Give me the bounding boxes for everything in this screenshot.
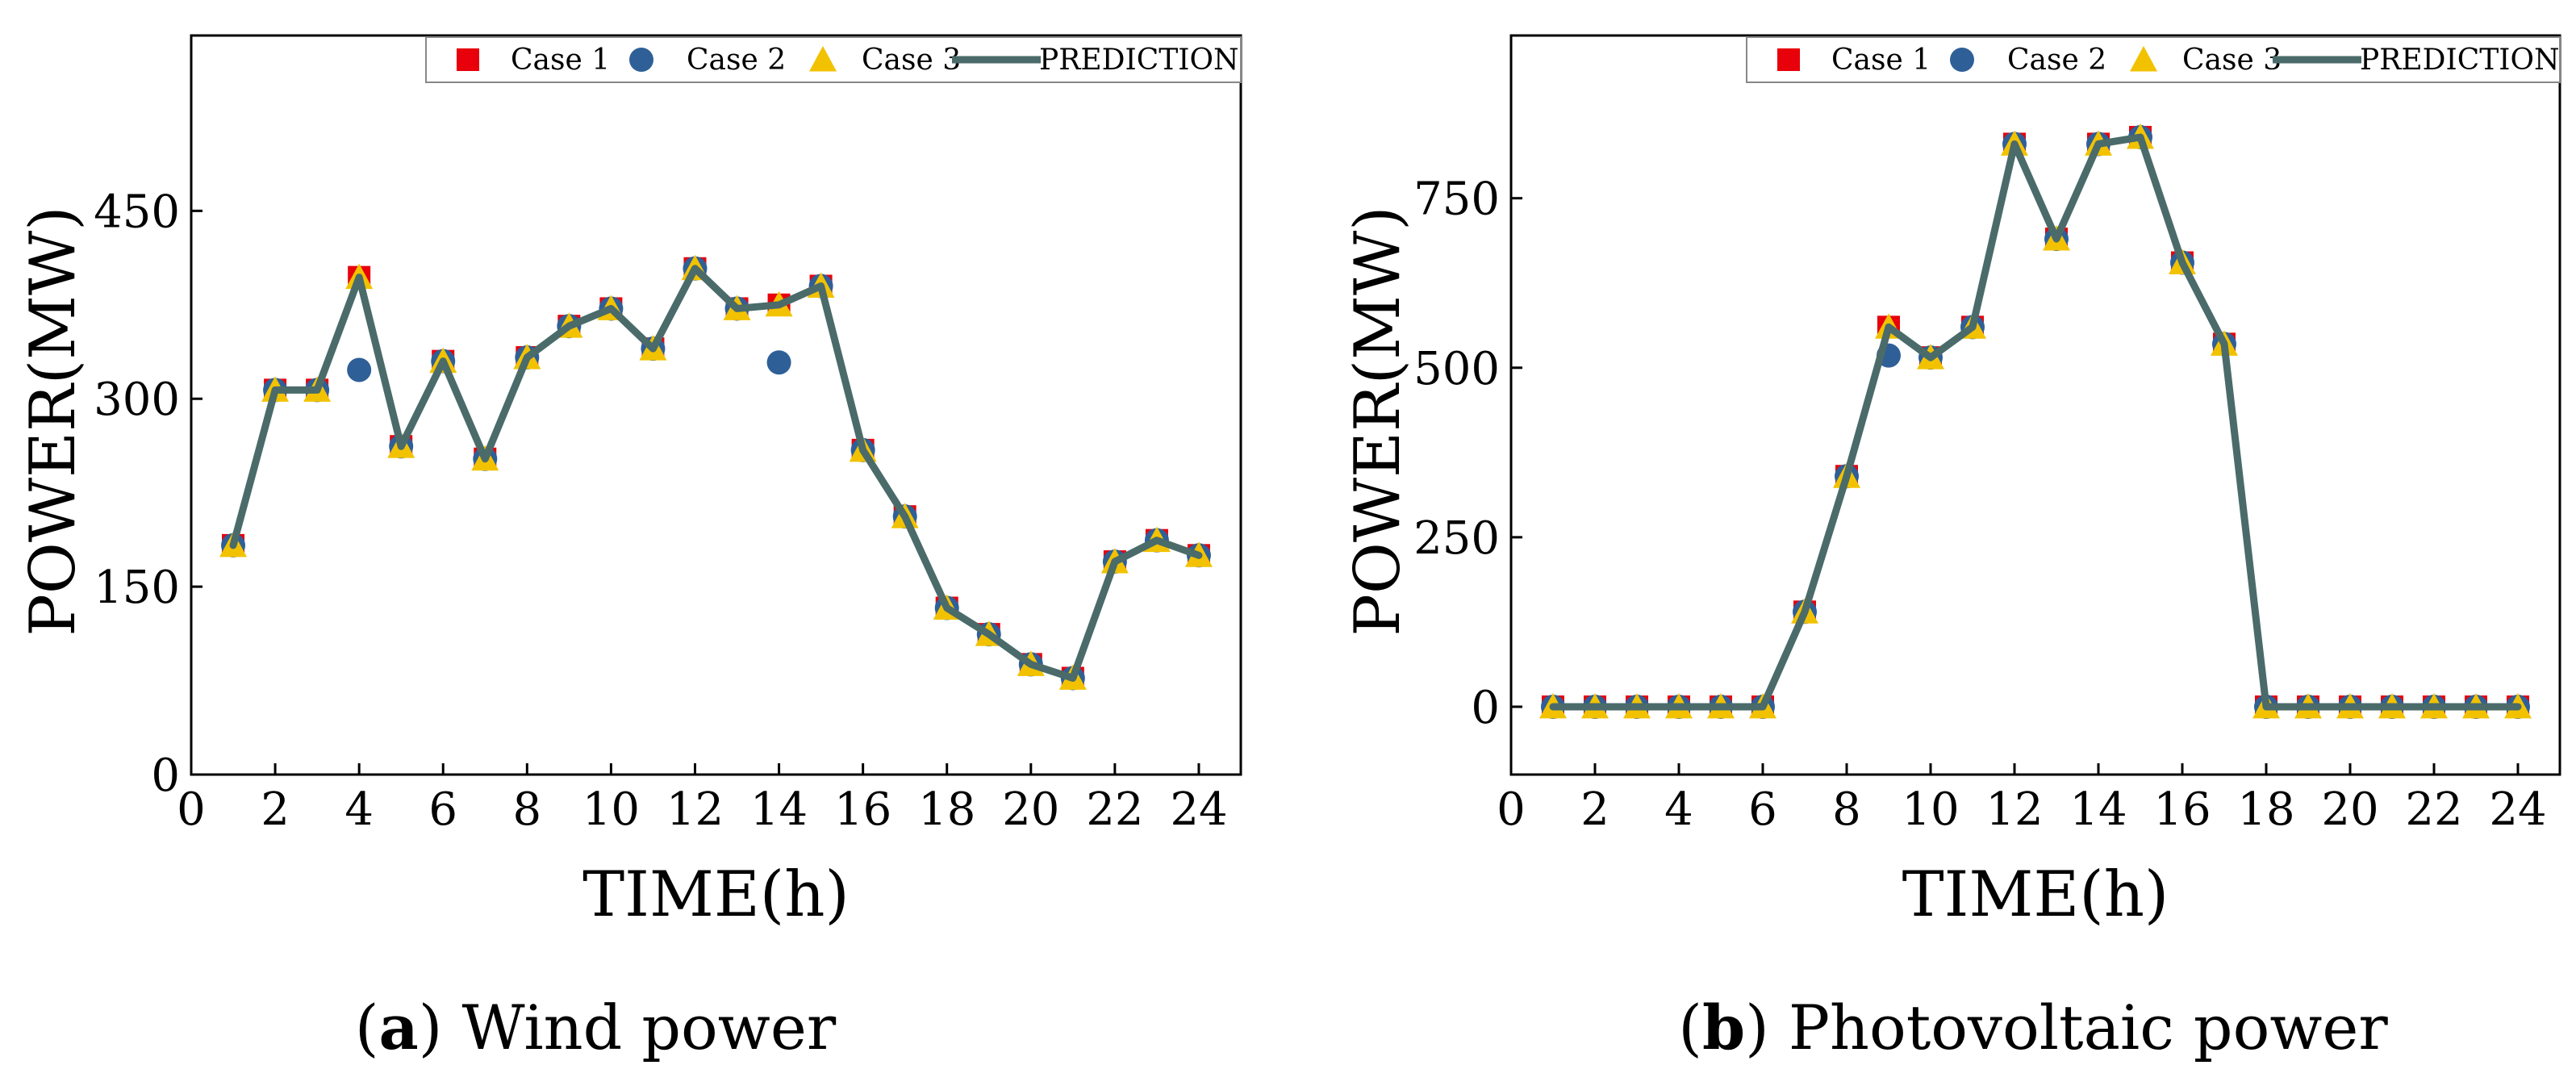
x-axis-label: TIME(h) (582, 858, 850, 931)
x-axis-label: TIME(h) (1902, 858, 2169, 931)
y-tick-label: 0 (151, 750, 180, 802)
legend-label-case3: Case 3 (2182, 44, 2282, 77)
series-case-1 (1542, 126, 2529, 718)
x-tick-label: 24 (2489, 783, 2546, 836)
x-tick-label: 0 (1497, 783, 1526, 836)
legend-label-case2: Case 2 (2007, 44, 2106, 77)
legend: Case 1 Case 2 Case 3 PREDICTION (425, 36, 1242, 83)
x-tick-label: 20 (2321, 783, 2378, 836)
chart-b: 0 2 4 6 8 10 12 14 16 18 20 22 240250500750TIME(h)PO… (1342, 34, 2561, 1063)
x-tick-label: 6 (428, 783, 457, 836)
y-tick-label: 500 (1413, 343, 1500, 395)
caption: (a) Wind power (355, 992, 837, 1063)
x-tick-label: 10 (1902, 783, 1959, 836)
x-tick-label: 14 (2069, 783, 2127, 836)
series-case-3 (1539, 123, 2532, 719)
caption: (b) Photovoltaic power (1678, 992, 2388, 1063)
legend-marker-case2 (1950, 48, 1974, 72)
x-tick-label: 16 (834, 783, 891, 836)
x-tick-label: 24 (1170, 783, 1227, 836)
chart-a: 0 2 4 6 8 10 12 14 16 18 20 22 240150300450TIME(h)PO… (17, 34, 1242, 1063)
legend-marker-case3 (809, 46, 837, 72)
x-tick-label: 22 (1086, 783, 1143, 836)
x-tick-label: 4 (344, 783, 374, 836)
legend-marker-case1 (1777, 48, 1800, 71)
x-tick-label: 2 (1580, 783, 1609, 836)
legend-label-case3: Case 3 (862, 44, 961, 77)
legend-box (425, 36, 1242, 83)
data-point (766, 350, 791, 375)
y-tick-label: 450 (94, 186, 180, 238)
x-tick-label: 12 (666, 783, 724, 836)
legend-marker-case2 (629, 48, 653, 72)
x-tick-label: 12 (1985, 783, 2043, 836)
legend: Case 1 Case 2 Case 3 PREDICTION (1746, 36, 2561, 83)
x-tick-label: 22 (2405, 783, 2462, 836)
legend-marker-case1 (457, 48, 479, 71)
plot-frame (1509, 34, 2561, 776)
y-tick-label: 750 (1413, 173, 1500, 226)
x-tick-label: 18 (918, 783, 975, 836)
x-tick-label: 10 (582, 783, 640, 836)
prediction-line (1549, 133, 2522, 711)
x-tick-label: 20 (1002, 783, 1059, 836)
x-tick-label: 18 (2237, 783, 2294, 836)
y-tick-label: 250 (1413, 512, 1500, 565)
data-point (347, 357, 372, 382)
caption-letter: b (1702, 992, 1745, 1063)
plot-frame (190, 34, 1242, 776)
x-tick-label: 6 (1748, 783, 1777, 836)
y-tick-label: 150 (94, 562, 180, 614)
x-tick-label: 2 (261, 783, 290, 836)
x-tick-label: 0 (177, 783, 206, 836)
legend-box (1746, 36, 2561, 83)
legend-label-case2: Case 2 (687, 44, 786, 77)
caption-text: ) Wind power (419, 992, 837, 1063)
y-axis-label: POWER(MW) (17, 206, 90, 636)
y-tick-label: 300 (94, 374, 180, 426)
x-tick-label: 14 (750, 783, 808, 836)
prediction-line (229, 265, 1203, 682)
legend-label-prediction: PREDICTION (1039, 44, 1238, 77)
legend-marker-case3 (2130, 46, 2157, 72)
y-tick-label: 0 (1471, 682, 1500, 734)
series-case-2 (1541, 125, 2530, 719)
legend-label-case1: Case 1 (511, 44, 610, 77)
x-tick-label: 16 (2153, 783, 2211, 836)
caption-letter: a (378, 992, 418, 1063)
caption-text: ) Photovoltaic power (1745, 992, 2388, 1063)
x-tick-label: 8 (1832, 783, 1861, 836)
x-tick-label: 8 (512, 783, 541, 836)
x-tick-label: 4 (1664, 783, 1693, 836)
legend-label-case1: Case 1 (1831, 44, 1931, 77)
y-axis-label: POWER(MW) (1342, 206, 1414, 636)
legend-label-prediction: PREDICTION (2360, 44, 2559, 77)
